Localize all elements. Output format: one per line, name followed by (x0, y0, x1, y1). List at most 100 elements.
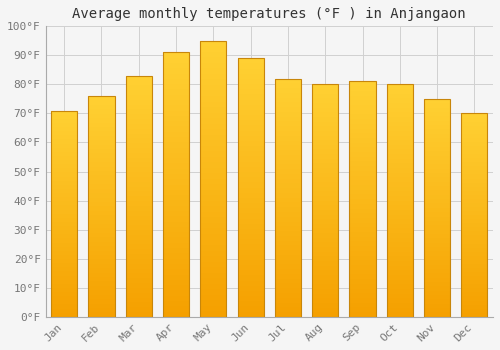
Bar (462, 134, 487, 138)
Bar (238, 301, 264, 307)
Bar (163, 227, 189, 232)
Bar (350, 152, 376, 157)
Bar (275, 217, 301, 222)
Bar (350, 176, 376, 180)
Bar (387, 145, 413, 149)
Bar (387, 229, 413, 233)
Bar (462, 252, 487, 256)
Bar (51, 131, 78, 135)
Bar (51, 296, 78, 300)
Bar (238, 131, 264, 136)
Bar (387, 238, 413, 243)
Bar (163, 184, 189, 190)
Bar (238, 146, 264, 151)
Bar (88, 193, 115, 197)
Bar (350, 124, 376, 128)
Bar (88, 303, 115, 308)
Bar (424, 251, 450, 256)
Bar (275, 164, 301, 169)
Bar (238, 265, 264, 270)
Bar (350, 185, 376, 190)
Bar (126, 298, 152, 302)
Bar (163, 312, 189, 317)
Bar (163, 158, 189, 163)
Bar (387, 196, 413, 201)
Bar (275, 169, 301, 174)
Bar (462, 296, 487, 301)
Bar (238, 239, 264, 244)
Bar (275, 131, 301, 136)
Bar (387, 243, 413, 247)
Bar (312, 187, 338, 191)
Bar (51, 173, 78, 176)
Bar (238, 312, 264, 317)
Bar (350, 147, 376, 152)
Bar (51, 267, 78, 271)
Bar (200, 234, 226, 239)
Bar (350, 138, 376, 143)
Bar (462, 126, 487, 130)
Bar (88, 211, 115, 215)
Bar (126, 114, 152, 119)
Bar (424, 290, 450, 295)
Bar (462, 118, 487, 121)
Bar (275, 293, 301, 298)
Bar (275, 155, 301, 160)
Bar (238, 193, 264, 198)
Bar (462, 138, 487, 142)
Bar (163, 105, 189, 111)
Bar (350, 293, 376, 298)
Bar (163, 243, 189, 248)
Bar (387, 94, 413, 98)
Bar (462, 284, 487, 288)
Bar (275, 160, 301, 164)
Bar (200, 124, 226, 129)
Bar (462, 130, 487, 134)
Bar (387, 303, 413, 308)
Bar (424, 225, 450, 230)
Bar (424, 147, 450, 151)
Bar (275, 145, 301, 150)
Bar (275, 207, 301, 212)
Bar (238, 136, 264, 141)
Bar (200, 57, 226, 63)
Bar (275, 231, 301, 236)
Bar (312, 224, 338, 229)
Bar (275, 284, 301, 288)
Bar (126, 110, 152, 114)
Bar (238, 115, 264, 120)
Bar (424, 155, 450, 160)
Bar (387, 131, 413, 135)
Bar (51, 313, 78, 317)
Bar (238, 291, 264, 296)
Bar (88, 308, 115, 313)
Bar (88, 171, 115, 175)
Bar (126, 196, 152, 201)
Bar (424, 173, 450, 177)
Bar (51, 176, 78, 181)
Bar (350, 251, 376, 256)
Bar (163, 285, 189, 290)
Bar (163, 238, 189, 243)
Bar (312, 270, 338, 275)
Bar (312, 131, 338, 135)
Bar (200, 212, 226, 217)
Bar (200, 256, 226, 261)
Bar (88, 251, 115, 255)
Bar (126, 177, 152, 182)
Bar (275, 78, 301, 83)
Bar (200, 195, 226, 201)
Bar (238, 218, 264, 224)
Bar (88, 242, 115, 246)
Bar (312, 210, 338, 215)
Bar (163, 116, 189, 121)
Bar (163, 280, 189, 285)
Bar (462, 260, 487, 264)
Bar (387, 98, 413, 103)
Bar (88, 295, 115, 299)
Bar (126, 225, 152, 230)
Bar (350, 232, 376, 237)
Bar (88, 313, 115, 317)
Bar (424, 203, 450, 208)
Bar (163, 301, 189, 306)
